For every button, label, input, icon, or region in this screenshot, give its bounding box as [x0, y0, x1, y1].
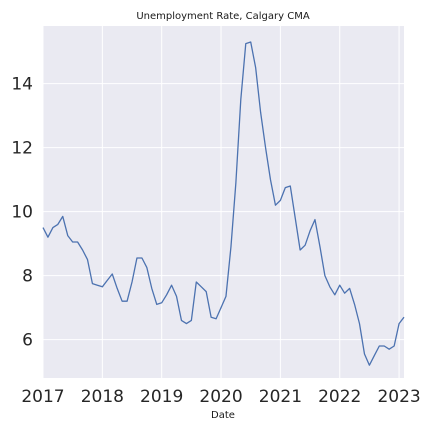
y-axis-ticks: 6 8 10 12 14 — [11, 75, 33, 351]
x-tick-label: 2022 — [318, 387, 361, 407]
y-tick-label: 8 — [22, 267, 33, 287]
plot-area — [43, 26, 404, 378]
x-tick-label: 2021 — [259, 387, 302, 407]
y-tick-label: 6 — [22, 331, 33, 351]
x-tick-label: 2018 — [81, 387, 124, 407]
y-tick-label: 12 — [11, 139, 33, 159]
y-tick-label: 10 — [11, 203, 33, 223]
chart-title: Unemployment Rate, Calgary CMA — [136, 11, 310, 22]
series-line-unemployment-rate — [42, 41, 405, 366]
grid-lines — [42, 26, 404, 378]
x-tick-label: 2017 — [21, 387, 64, 407]
y-tick-label: 14 — [11, 75, 33, 95]
x-axis-ticks: 2017 2018 2019 2020 2021 2022 2023 — [21, 387, 420, 407]
x-axis-label: Date — [211, 410, 235, 421]
x-tick-label: 2023 — [377, 387, 420, 407]
x-tick-label: 2019 — [140, 387, 183, 407]
x-tick-label: 2020 — [199, 387, 242, 407]
